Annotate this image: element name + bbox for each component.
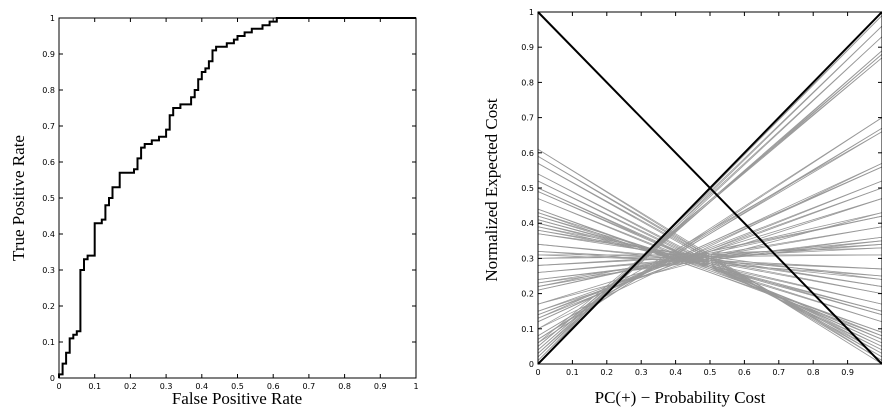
cost-y-tick-label: 0.3 [521,254,534,263]
cost-diagonal-line [537,11,882,365]
cost-x-tick-label: 0.1 [566,368,579,377]
roc-x-tick-label: 0.9 [374,382,387,391]
cost-x-tick-label: 0.4 [669,368,682,377]
roc-y-tick-label: 0.9 [42,50,55,59]
roc-y-tick-label: 0.2 [42,302,55,311]
roc-y-tick-label: 0.1 [42,338,55,347]
cost-y-tick-label: 0.5 [521,184,534,193]
cost-line [537,148,882,361]
roc-x-axis-label: False Positive Rate [172,389,302,408]
cost-line [537,198,882,340]
cost-x-tick-label: 0.2 [600,368,613,377]
roc-y-tick-label: 0.5 [42,194,55,203]
roc-chart-panel: 0 0.1 0.2 0.3 0.4 0.5 0.6 0.7 0.8 0.9 1 0 0.1 0.2 0.3 0… [9,14,419,408]
roc-ticks-group: 0 0.1 0.2 0.3 0.4 0.5 0.6 0.7 0.8 0.9 1 0 0.1 0.2 0.3 0… [42,14,418,391]
cost-line [537,162,882,330]
roc-x-tick-label: 0.2 [124,382,137,391]
roc-y-tick-label: 1 [50,14,55,23]
roc-y-tick-label: 0.7 [42,122,55,131]
cost-y-tick-label: 0.9 [521,43,534,52]
cost-x-tick-label: 0.5 [704,368,717,377]
cost-line [537,36,882,358]
cost-x-tick-label: 0.8 [807,368,820,377]
cost-line [537,155,882,361]
cost-line [537,163,882,358]
cost-y-tick-label: 0.7 [521,114,534,123]
cost-line [537,166,882,319]
cost-ticks-group: 0 0.1 0.2 0.3 0.4 0.5 0.6 0.7 0.8 0.9 0 0.1 0.2 0.3 0.… [521,8,882,377]
roc-x-tick-label: 0.8 [338,382,351,391]
roc-y-tick-label: 0.3 [42,266,55,275]
cost-x-tick-label: 0.3 [635,368,648,377]
roc-y-tick-label: 0.4 [42,230,55,239]
cost-y-tick-label: 0.2 [521,290,534,299]
roc-x-tick-label: 1 [413,382,418,391]
roc-y-axis-label: True Positive Rate [9,135,28,261]
roc-x-tick-label: 0.3 [160,382,173,391]
cost-line [537,215,882,287]
roc-y-tick-label: 0.8 [42,86,55,95]
cost-y-tick-label: 0 [529,360,534,369]
cost-diagonals-group [537,11,882,365]
roc-y-tick-label: 0 [50,374,55,383]
cost-x-tick-label: 0 [535,368,540,377]
roc-y-tick-label: 0.6 [42,158,55,167]
roc-x-tick-label: 0 [56,382,61,391]
roc-x-tick-label: 0.4 [195,382,208,391]
cost-line [537,166,882,323]
cost-plot-frame [537,11,882,365]
cost-x-tick-label: 0.9 [841,368,854,377]
cost-line [537,148,882,365]
cost-y-axis-label: Normalized Expected Cost [482,98,501,281]
roc-x-tick-label: 0.7 [303,382,316,391]
cost-line [537,117,882,340]
cost-line [537,187,882,312]
cost-x-axis-label: PC(+) − Probability Cost [595,388,766,407]
cost-line [537,247,882,259]
cost-y-tick-label: 0.6 [521,149,534,158]
cost-x-tick-label: 0.7 [772,368,785,377]
cost-y-tick-label: 0.1 [521,325,534,334]
cost-y-tick-label: 0.4 [521,219,534,228]
cost-y-tick-label: 0.8 [521,78,534,87]
cost-y-tick-label: 1 [529,8,534,17]
cost-line [537,208,882,333]
cost-line [537,131,882,337]
cost-line [537,173,882,351]
cost-x-tick-label: 0.6 [738,368,751,377]
roc-x-tick-label: 0.1 [88,382,101,391]
roc-curve-line [58,17,416,378]
cost-chart-panel: 0 0.1 0.2 0.3 0.4 0.5 0.6 0.7 0.8 0.9 0 0.1 0.2 0.3 0.… [482,8,882,407]
cost-line [537,57,882,347]
cost-line [537,187,882,347]
roc-x-tick-label: 0.6 [267,382,280,391]
roc-x-tick-label: 0.5 [231,382,244,391]
roc-plot-frame [58,17,417,379]
